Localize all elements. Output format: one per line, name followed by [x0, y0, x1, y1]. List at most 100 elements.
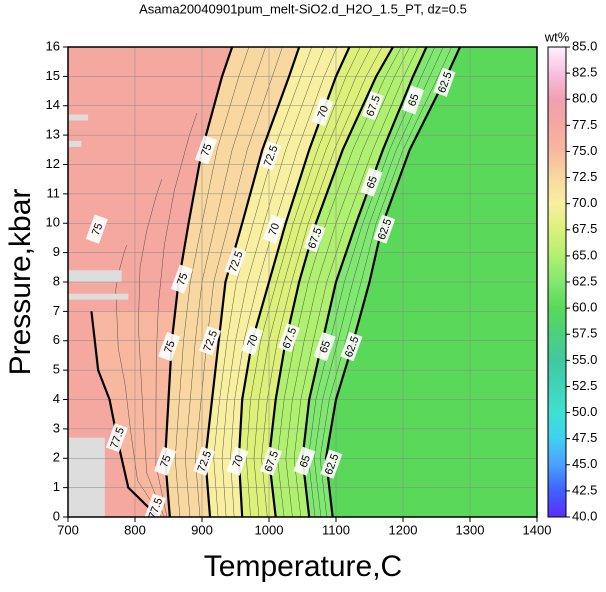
contour-label-group: 70 — [262, 214, 285, 244]
colorbar-tick-label: 82.5 — [572, 65, 597, 80]
minor-contour — [155, 113, 198, 517]
minor-contour — [115, 245, 162, 517]
y-tick-label: 2 — [53, 450, 60, 465]
contour-label-group: 65 — [313, 332, 336, 362]
contour-label: 75 — [175, 272, 190, 288]
colorbar-tick-label: 60.0 — [572, 300, 597, 315]
contour-line — [204, 47, 301, 517]
contour-label: 75 — [158, 454, 173, 470]
colorbar-tick-label: 80.0 — [572, 91, 597, 106]
x-tick-label: 800 — [124, 522, 146, 537]
y-tick-label: 10 — [46, 215, 60, 230]
colorbar-tick-label: 70.0 — [572, 195, 597, 210]
minor-contour — [138, 179, 165, 517]
colorbar-tick-label: 57.5 — [572, 326, 597, 341]
contour-label-bg — [402, 85, 425, 115]
y-tick-label: 6 — [53, 332, 60, 347]
contour-line — [301, 47, 428, 517]
contour-line — [90, 311, 160, 517]
contour-label-bg — [340, 332, 363, 362]
contour-label-bg — [320, 449, 343, 479]
y-tick-label: 7 — [53, 303, 60, 318]
contour-label: 75 — [199, 142, 214, 158]
colorbar-label: wt% — [544, 29, 570, 44]
x-tick-label: 900 — [191, 522, 213, 537]
contour-label-bg — [259, 141, 282, 171]
contour-label-bg — [259, 446, 283, 476]
y-tick-label: 3 — [53, 420, 60, 435]
contour-label-group: 65 — [293, 446, 316, 476]
y-tick-label: 15 — [46, 68, 60, 83]
colorbar-tick-label: 67.5 — [572, 221, 597, 236]
colorbar-tick-label: 55.0 — [572, 352, 597, 367]
colorbar-tick-label: 85.0 — [572, 38, 597, 53]
contour-label-bg — [262, 214, 285, 244]
colorbar-tick-label: 72.5 — [572, 169, 597, 184]
colorbar-tick-label: 75.0 — [572, 143, 597, 158]
contour-label-bg — [154, 446, 177, 476]
colorbar-tick-label: 52.5 — [572, 378, 597, 393]
contour-label-bg — [311, 97, 334, 127]
x-axis-label: Temperature,C — [204, 550, 402, 583]
chart-title: Asama20040901pum_melt-SiO2.d_H2O_1.5_PT,… — [139, 1, 467, 16]
y-tick-label: 12 — [46, 156, 60, 171]
y-tick-label: 16 — [46, 38, 60, 53]
contour-label-bg — [293, 446, 316, 476]
overlay: 700 800 900 1000 1100 1200 1300 140001234567891… — [46, 38, 598, 537]
contour-label-group: 75 — [194, 135, 218, 165]
no-data — [68, 141, 82, 147]
contour-label-bg — [241, 326, 264, 356]
colorbar-tick-label: 42.5 — [572, 482, 597, 497]
contour-line — [267, 47, 394, 517]
colorbar-tick-label: 62.5 — [572, 273, 597, 288]
contour-label-bg — [224, 246, 247, 277]
colorbar-tick-label: 47.5 — [572, 430, 597, 445]
no-data — [68, 270, 122, 282]
colorbar-tick-label: 50.0 — [572, 404, 597, 419]
x-tick-label: 1000 — [255, 522, 284, 537]
contour-label-bg — [373, 214, 396, 244]
contour-label: 65 — [365, 175, 380, 191]
colorbar — [547, 46, 567, 518]
contour-label: 65 — [406, 92, 421, 108]
y-tick-label: 9 — [53, 244, 60, 259]
no-data — [68, 114, 89, 121]
contour-label-bg — [199, 326, 222, 356]
contour-label-bg — [192, 446, 216, 476]
contour-label-bg — [278, 323, 301, 353]
contour-label-bg — [226, 446, 249, 476]
contour-label: 65 — [318, 339, 333, 355]
contour-label-bg — [194, 135, 218, 165]
contour-label-bg — [85, 214, 108, 244]
contour-label-bg — [144, 493, 167, 517]
contour-label: 70 — [245, 333, 260, 349]
y-tick-label: 1 — [53, 479, 60, 494]
contour-label-group: 75 — [158, 332, 181, 362]
contour-label-group: 70 — [226, 446, 249, 476]
contour-label: 77.5 — [147, 496, 166, 520]
contour-line — [324, 47, 461, 517]
contour-label: 70 — [231, 454, 246, 470]
colorbar-tick-label: 45.0 — [572, 456, 597, 471]
contour-label-group: 70 — [241, 326, 264, 356]
contour-label-group: 75 — [170, 264, 193, 294]
y-tick-label: 11 — [47, 185, 61, 200]
contour-label-bg — [170, 264, 193, 294]
y-tick-label: 13 — [46, 127, 60, 142]
y-tick-label: 5 — [53, 362, 60, 377]
no-data — [68, 437, 105, 517]
y-tick-label: 14 — [46, 97, 60, 112]
contour-label-group: 65 — [402, 85, 425, 115]
contour-label-group: 75 — [85, 214, 108, 244]
contour-label-group: 75 — [154, 446, 177, 476]
contour-label-bg — [360, 167, 383, 197]
contour-label-bg — [361, 91, 384, 121]
contour-label-bg — [105, 423, 128, 453]
y-tick-label: 0 — [53, 508, 60, 523]
contour-label-bg — [313, 332, 336, 362]
x-tick-label: 1100 — [322, 522, 350, 537]
contour-label: 65 — [298, 454, 313, 470]
contour-label-bg — [433, 67, 456, 97]
x-tick-label: 1300 — [456, 522, 485, 537]
